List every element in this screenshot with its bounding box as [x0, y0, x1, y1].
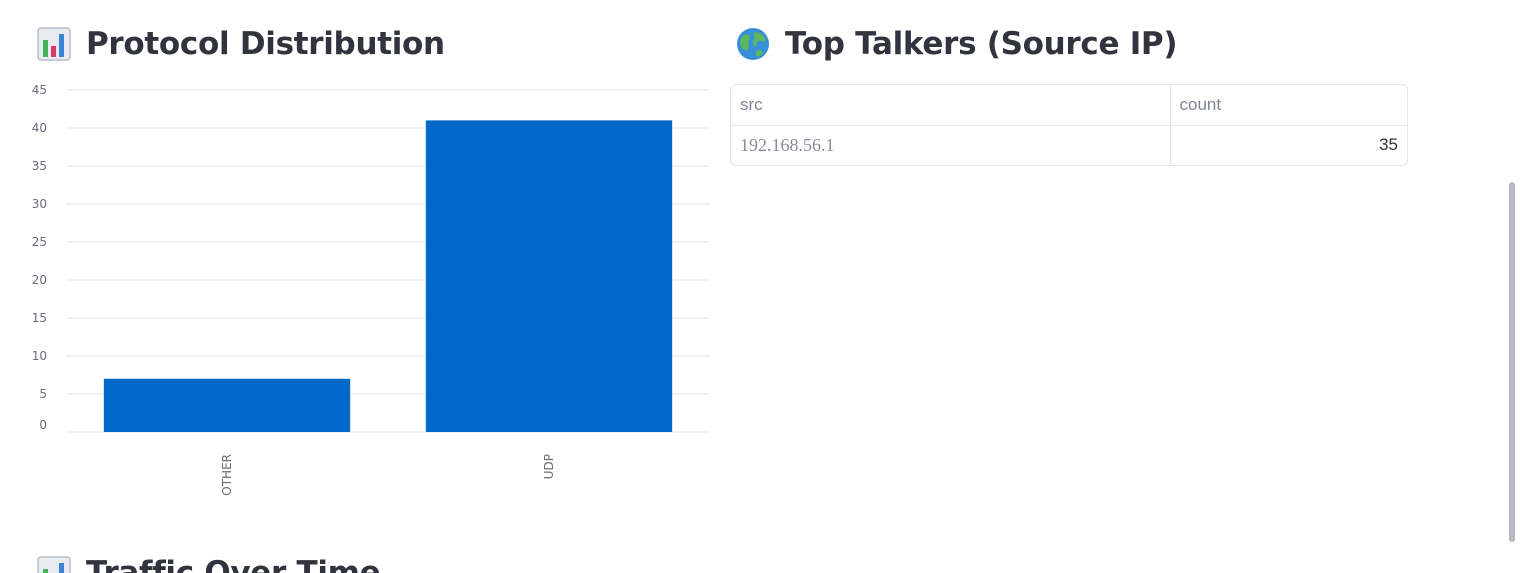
y-tick-label: 5 [39, 387, 47, 401]
column-header-src[interactable]: src [731, 85, 1171, 126]
y-tick-label: 35 [32, 159, 47, 173]
table-row[interactable]: 192.168.56.1 35 [731, 125, 1407, 165]
cell-count[interactable]: 35 [1379, 135, 1398, 155]
chart-x-axis: OTHER UDP [220, 454, 556, 496]
y-tick-label: 15 [32, 311, 47, 325]
top-talkers-heading: Top Talkers (Source IP) [735, 24, 1178, 64]
x-tick-label: OTHER [220, 454, 234, 496]
top-talkers-title: Top Talkers (Source IP) [785, 26, 1178, 62]
page-scrollbar[interactable] [1506, 0, 1520, 573]
traffic-over-time-heading: Traffic Over Time [36, 553, 381, 573]
top-talkers-table[interactable]: src count 192.168.56.1 35 [730, 84, 1408, 166]
protocol-bar-chart: 0 5 10 15 20 25 30 35 40 45 OTHER UDP [32, 83, 710, 496]
column-header-count[interactable]: count [1170, 85, 1407, 126]
bar-chart-icon [36, 26, 72, 62]
y-tick-label: 25 [32, 235, 47, 249]
y-tick-label: 10 [32, 349, 47, 363]
y-tick-label: 40 [32, 121, 47, 135]
y-tick-label: 45 [32, 83, 47, 97]
protocol-distribution-heading: Protocol Distribution [36, 24, 445, 64]
globe-icon [735, 26, 771, 62]
chart-y-axis: 0 5 10 15 20 25 30 35 40 45 [32, 83, 47, 432]
bar-other[interactable] [103, 378, 351, 432]
protocol-distribution-title: Protocol Distribution [86, 26, 445, 62]
x-tick-label: UDP [542, 454, 556, 479]
traffic-over-time-title: Traffic Over Time [86, 555, 381, 573]
y-tick-label: 20 [32, 273, 47, 287]
table-header-row: src count [731, 85, 1407, 126]
bar-udp[interactable] [425, 120, 673, 433]
y-tick-label: 30 [32, 197, 47, 211]
y-tick-label: 0 [39, 418, 47, 432]
cell-src[interactable]: 192.168.56.1 [731, 125, 1171, 165]
chart-bars [103, 120, 673, 433]
bar-chart-icon [36, 555, 72, 573]
scrollbar-thumb[interactable] [1509, 182, 1515, 542]
